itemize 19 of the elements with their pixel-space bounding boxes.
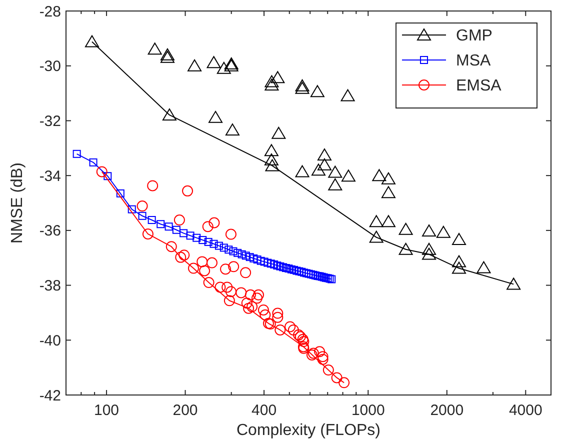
y-tick-label: -36 [39, 222, 61, 240]
legend-label: EMSA [456, 78, 502, 95]
x-tick-label: 400 [252, 402, 277, 419]
y-tick-label: -30 [39, 58, 61, 76]
x-tick-label: 4000 [508, 402, 542, 419]
y-tick-label: -28 [39, 3, 61, 20]
x-tick-label: 200 [172, 402, 198, 419]
y-tick-label: -32 [39, 112, 61, 130]
x-axis-title: Complexity (FLOPs) [236, 422, 381, 439]
y-tick-label: -38 [39, 278, 61, 295]
y-axis-title: NMSE (dB) [9, 162, 26, 244]
y-tick-label: -34 [39, 168, 61, 185]
x-tick-label: 1000 [351, 402, 385, 419]
y-tick-label: -40 [39, 332, 61, 350]
legend-label: GMP [456, 28, 492, 45]
x-tick-label: 2000 [430, 402, 464, 419]
y-tick-label: -42 [39, 387, 61, 404]
legend-label: MSA [456, 52, 491, 70]
x-tick-label: 100 [94, 402, 120, 419]
